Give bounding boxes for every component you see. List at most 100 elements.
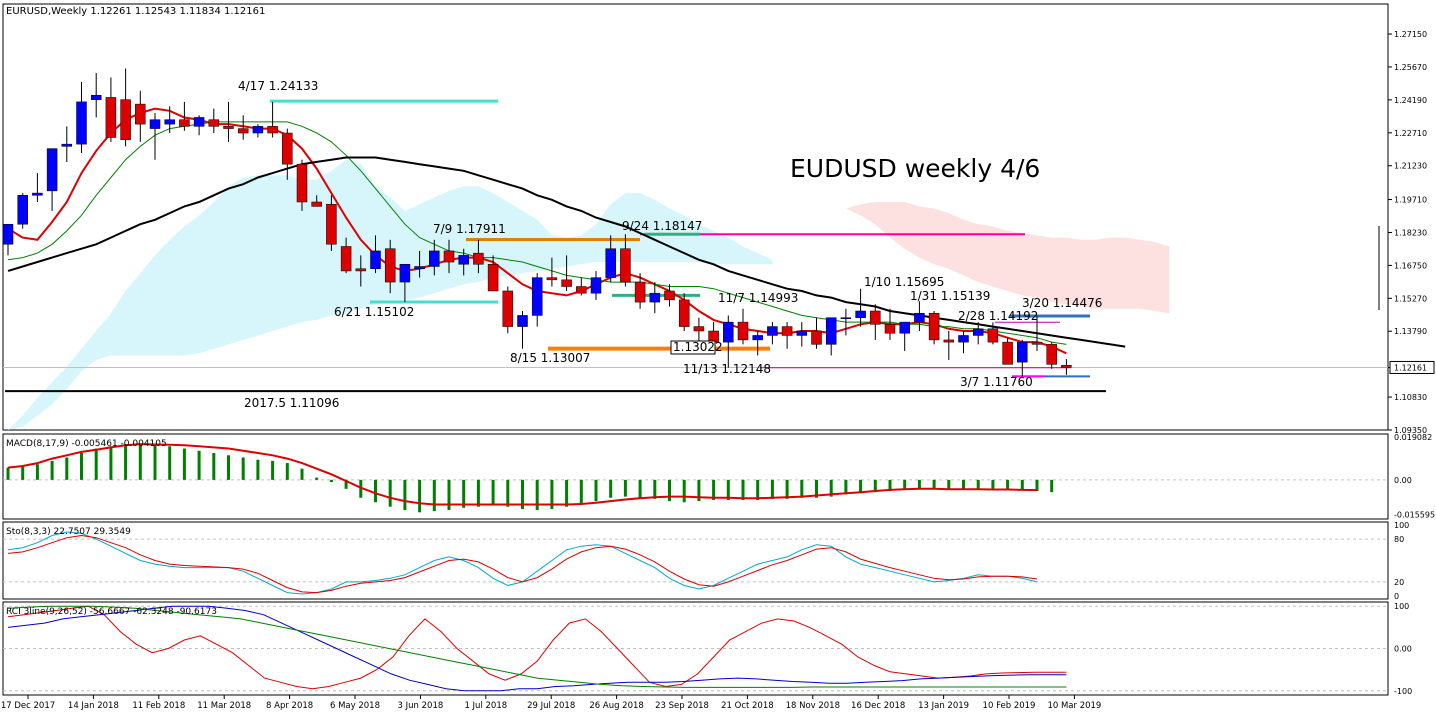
y-tick-label: 1.24190 (1394, 96, 1427, 105)
macd-bar (741, 479, 745, 500)
candle-body (972, 328, 984, 336)
candle-body (61, 143, 73, 147)
annotation-label: 8/15 1.13007 (510, 351, 590, 365)
candle-body (678, 299, 690, 327)
candle-body (811, 330, 822, 345)
candle-body (208, 119, 220, 127)
candle-body (326, 203, 337, 245)
macd-bar (521, 479, 524, 509)
candle-body (267, 126, 278, 134)
y-tick-label: 1.19710 (1394, 196, 1427, 205)
sto-y-label: 0 (1394, 592, 1399, 601)
candle-body (840, 317, 852, 319)
x-tick-label: 3 Jun 2018 (398, 701, 444, 711)
macd-label: MACD(8,17,9) -0.005461 -0.004105 (6, 439, 167, 449)
x-tick-label: 18 Nov 2018 (786, 701, 840, 711)
macd-bar (756, 479, 760, 500)
macd-bar (991, 479, 995, 489)
candle-body (576, 286, 587, 294)
macd-bar (388, 479, 392, 507)
chart-title: EUDUSD weekly 4/6 (790, 154, 1040, 183)
candle-body (370, 250, 381, 269)
macd-bar (138, 444, 142, 480)
candle-body (252, 126, 264, 134)
macd-y-label: -0.015595 (1394, 511, 1435, 520)
x-tick-label: 21 Oct 2018 (721, 701, 774, 711)
macd-bar (1035, 479, 1039, 492)
macd-bar (300, 468, 304, 480)
sto-y-label: 20 (1394, 578, 1404, 587)
macd-bar (888, 479, 892, 492)
macd-bar (1050, 479, 1054, 493)
macd-bar (609, 479, 613, 498)
candle-body (605, 248, 616, 278)
annotation-label: 1/31 1.15139 (910, 289, 990, 303)
macd-bar (153, 445, 157, 480)
macd-bar (182, 448, 186, 480)
macd-bar (271, 460, 275, 480)
macd-bar (859, 479, 863, 494)
macd-bar (6, 467, 10, 480)
y-tick-label: 1.27150 (1394, 30, 1427, 39)
candle-body (1017, 341, 1028, 363)
macd-bar (579, 479, 583, 505)
macd-bar (197, 450, 201, 480)
annotation-label: 1/10 1.15695 (864, 275, 944, 289)
macd-bar (256, 459, 260, 480)
x-tick-label: 26 Aug 2018 (589, 701, 643, 711)
macd-bar (94, 448, 98, 480)
annotation-label: 2/28 1.14192 (958, 309, 1038, 323)
candle-body (237, 128, 249, 134)
macd-bar (374, 479, 377, 503)
candle-body (649, 292, 661, 303)
candle-body (399, 264, 411, 283)
macd-bar (50, 460, 54, 480)
x-tick-label: 10 Feb 2019 (983, 701, 1036, 711)
macd-bar (432, 479, 436, 512)
y-tick-label: 1.09350 (1394, 426, 1427, 435)
candle-body (458, 255, 469, 265)
macd-bar (227, 455, 230, 480)
candle-body (135, 103, 146, 125)
candle-body (76, 101, 87, 145)
ichimoku-cloud-bull (8, 159, 773, 430)
candle-body (90, 94, 102, 100)
candle-body (384, 248, 396, 283)
candle-body (502, 290, 514, 327)
macd-bar (124, 444, 128, 480)
candle-body (870, 310, 881, 325)
macd-bar (726, 479, 730, 500)
rci-y-label: 100 (1394, 602, 1409, 611)
y-tick-label: 1.10830 (1394, 393, 1427, 402)
macd-bar (976, 479, 980, 489)
macd-bar (565, 479, 569, 507)
annotation-label: 3/7 1.11760 (960, 375, 1033, 389)
macd-bar (682, 479, 686, 503)
candle-body (1031, 341, 1043, 345)
candle-body (340, 246, 352, 272)
macd-bar (491, 479, 495, 506)
macd-bar (359, 479, 363, 498)
macd-bar (800, 479, 804, 498)
candle-body (825, 317, 837, 345)
candle-body (414, 266, 425, 269)
macd-bar (697, 479, 701, 502)
rci-y-label: 0.00 (1394, 645, 1412, 654)
panel-frame-2 (2, 521, 1389, 600)
candle-body (737, 321, 749, 341)
candle-body (958, 335, 969, 343)
annotation-label: 9/24 1.18147 (622, 219, 702, 233)
candle-body (179, 119, 190, 127)
candle-body (149, 119, 161, 129)
macd-bar (873, 479, 877, 493)
candle-body (531, 277, 543, 316)
macd-bar (315, 477, 319, 480)
macd-bar (285, 463, 289, 480)
macd-bar (506, 479, 510, 507)
macd-y-label: 0.019082 (1394, 433, 1432, 442)
ichimoku-cloud-bear (845, 201, 1170, 314)
macd-bar (947, 479, 951, 489)
macd-bar (344, 479, 348, 489)
annotation-label: 11/7 1.14993 (718, 291, 798, 305)
